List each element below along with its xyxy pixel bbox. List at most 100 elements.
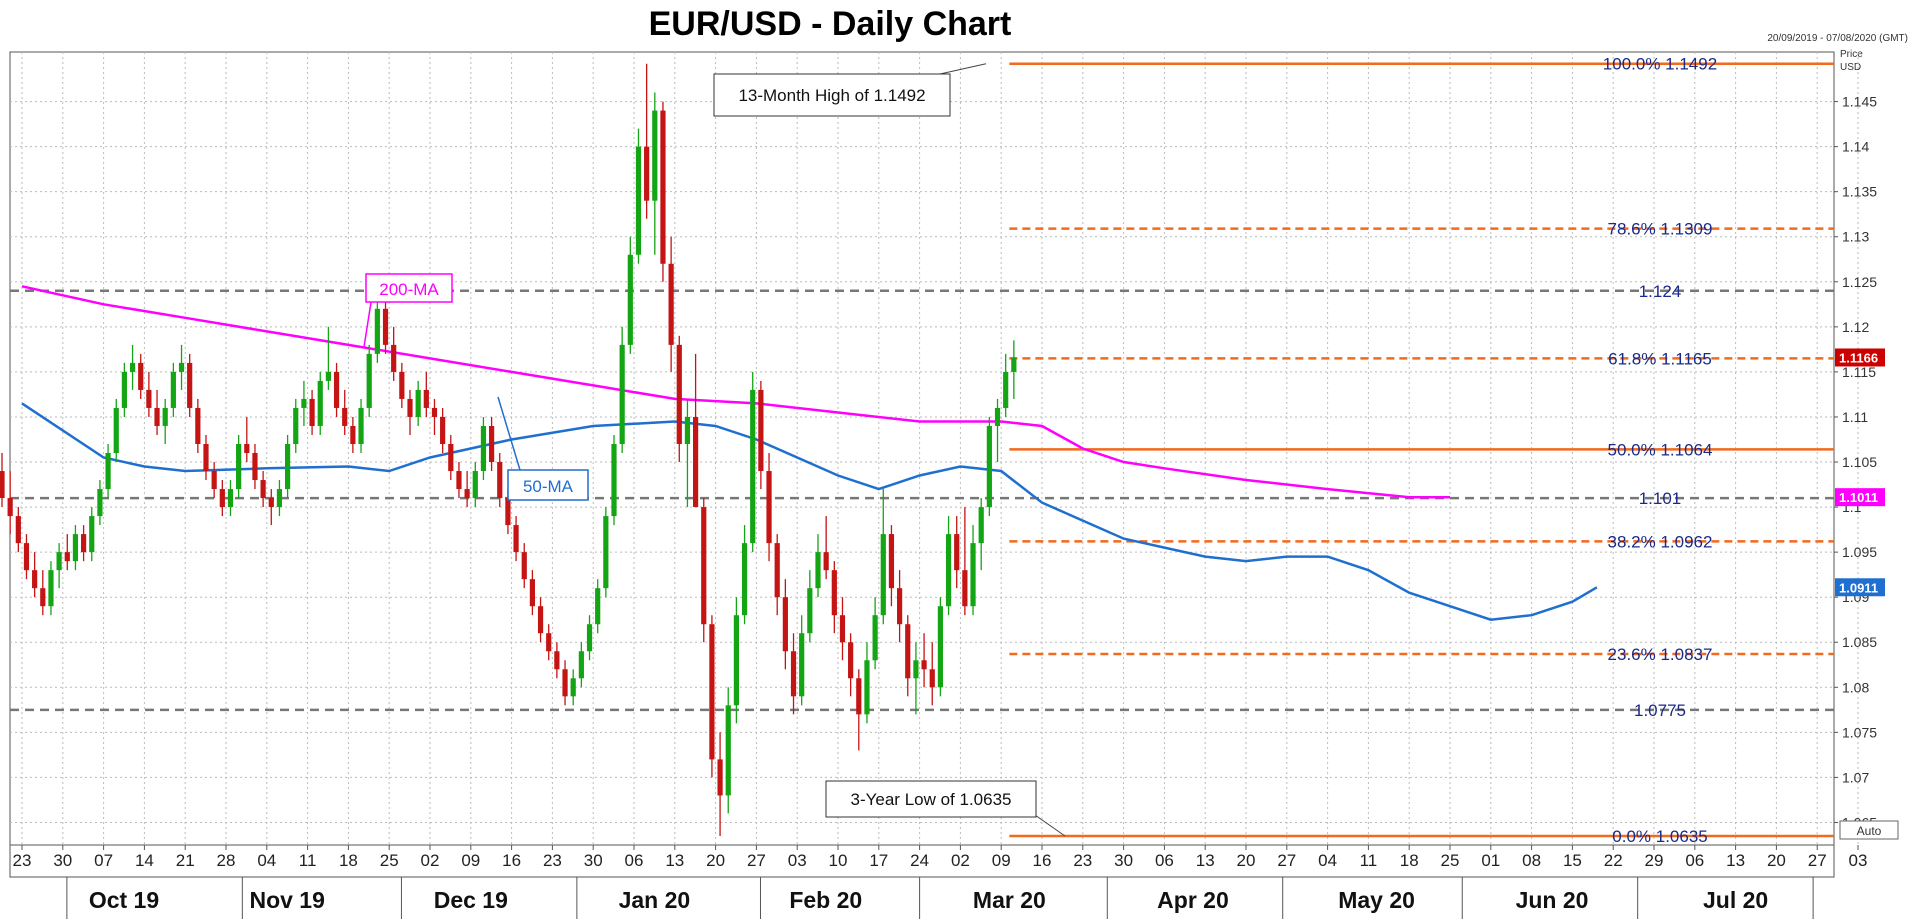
candle-body <box>986 425 992 508</box>
candle-body <box>954 534 960 571</box>
fib-level-label: 23.6% 1.0837 <box>1608 645 1713 664</box>
x-tick-label: 23 <box>1073 851 1092 870</box>
candle-body <box>464 489 470 499</box>
y-tick-label: 1.07 <box>1842 769 1869 785</box>
y-tick-label: 1.14 <box>1842 139 1869 155</box>
candle-body <box>782 597 788 652</box>
candle-body <box>562 669 568 697</box>
candle-body <box>195 407 201 444</box>
candle-body <box>603 516 609 589</box>
candle-body <box>848 642 854 679</box>
x-tick-label: 25 <box>1441 851 1460 870</box>
candle-body <box>611 443 617 517</box>
candle-body <box>644 146 650 201</box>
x-tick-label: 25 <box>380 851 399 870</box>
candle-body <box>660 110 666 264</box>
ma50-label: 50-MA <box>523 477 574 496</box>
x-tick-label: 02 <box>421 851 440 870</box>
y-axis-label: Price <box>1840 49 1863 60</box>
fib-level-label: 61.8% 1.1165 <box>1608 349 1712 368</box>
candle-body <box>187 362 193 408</box>
candle-body <box>15 516 21 544</box>
y-axis-unit: USD <box>1840 62 1861 73</box>
y-tick-label: 1.135 <box>1842 184 1877 200</box>
candle-body <box>129 362 136 372</box>
candle-body <box>72 534 79 562</box>
candle-body <box>1011 357 1017 372</box>
candle-body <box>570 678 576 697</box>
candle-body <box>97 489 103 517</box>
candle-body <box>750 389 756 544</box>
candle-body <box>921 660 927 670</box>
candle-body <box>480 425 487 472</box>
candle-body <box>244 443 250 454</box>
month-label: Dec 19 <box>434 887 508 913</box>
y-tick-label: 1.075 <box>1842 724 1877 740</box>
candle-body <box>0 471 5 499</box>
month-label: Jul 20 <box>1703 887 1768 913</box>
month-label: Jan 20 <box>619 887 691 913</box>
candle-body <box>701 507 707 625</box>
price-tag <box>1835 578 1885 597</box>
candle-body <box>717 759 723 796</box>
y-tick-label: 1.125 <box>1842 274 1877 290</box>
candle-body <box>537 606 544 634</box>
candle-body <box>56 552 62 571</box>
y-tick-label: 1.095 <box>1842 544 1877 560</box>
candle-body <box>407 398 413 417</box>
candle-body <box>489 425 495 463</box>
candle-body <box>725 705 731 796</box>
candle-body <box>815 552 821 589</box>
candle-body <box>146 389 152 408</box>
ma200-line <box>21 285 1450 499</box>
annotations: 200-MA 50-MA 13-Month High of 1.1492 3-Year… <box>363 63 1066 837</box>
candle-body <box>913 660 919 679</box>
candle-body <box>529 579 535 607</box>
candle-body <box>162 407 168 426</box>
x-tick-label: 30 <box>53 851 72 870</box>
auto-scale-button[interactable] <box>1839 820 1899 840</box>
candle-body <box>366 353 372 408</box>
x-tick-label: 23 <box>543 851 562 870</box>
candle-body <box>325 371 331 381</box>
candle-body <box>293 407 299 444</box>
x-tick-label: 28 <box>217 851 236 870</box>
candle-body <box>317 380 323 426</box>
y-tick-label: 1.12 <box>1842 319 1869 335</box>
ma200-label-box <box>365 273 453 303</box>
candle-body <box>48 570 54 607</box>
month-label: May 20 <box>1338 887 1415 913</box>
candle-body <box>831 570 837 616</box>
candle-body <box>888 534 895 589</box>
x-tick-label: 11 <box>1360 851 1378 870</box>
x-axis: 23 30 07 14 21 28 04 11 18 25 02 09 16 23 30 06 13 20 27 03… <box>9 844 1867 919</box>
candle-body <box>627 254 633 345</box>
candle-body <box>440 416 446 444</box>
x-tick-label: 08 <box>1522 851 1541 870</box>
candle-body <box>399 371 405 399</box>
x-tick-label: 16 <box>1033 851 1052 870</box>
x-tick-label: 24 <box>910 851 929 870</box>
y-tick-label: 1.145 <box>1842 94 1877 110</box>
candle-body <box>505 498 511 526</box>
candle-body <box>897 588 903 625</box>
candle-body <box>1003 371 1009 408</box>
ma50-label-box <box>507 469 589 501</box>
candle-body <box>301 398 307 408</box>
candle-body <box>203 443 209 472</box>
candle-body <box>448 443 454 472</box>
candle-body <box>823 552 829 571</box>
candle-body <box>929 669 935 688</box>
candle-body <box>7 498 13 517</box>
candle-body <box>978 507 984 544</box>
candle-body <box>554 651 560 670</box>
y-axis: 1.145 1.14 1.135 1.13 1.125 1.12 1.115 1.11 1.10… <box>1834 94 1877 830</box>
candle-body <box>962 570 968 607</box>
month-label: Nov 19 <box>249 887 324 913</box>
x-tick-label: 22 <box>1604 851 1623 870</box>
candle-body <box>23 543 30 571</box>
x-tick-label: 01 <box>1481 851 1500 870</box>
candle-body <box>807 588 813 634</box>
candle-body <box>423 389 429 408</box>
x-tick-label: 06 <box>1155 851 1174 870</box>
